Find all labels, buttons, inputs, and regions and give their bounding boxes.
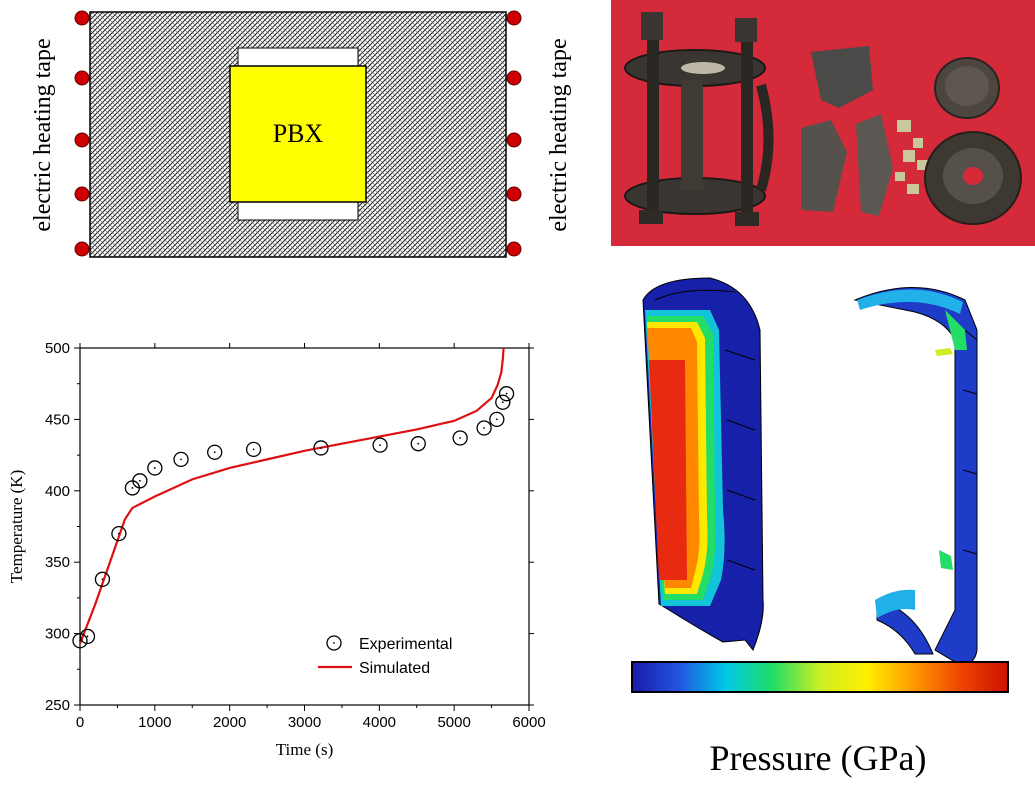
experimental-point-dot [379, 444, 381, 447]
experimental-point-dot [459, 437, 462, 439]
y-tick-label: 450 [45, 411, 70, 428]
experimental-point-dot [138, 479, 141, 482]
right-heating-label: electric heating tape [546, 38, 572, 231]
pbx-label: PBX [273, 119, 324, 148]
x-tick-label: 6000 [512, 714, 545, 731]
pbx-debris [895, 120, 928, 194]
experimental-point-dot [79, 639, 81, 642]
pressure-simulation: Pressure (GPa) [631, 277, 1009, 778]
experimental-point [72, 633, 88, 649]
heating-dot [74, 241, 90, 257]
x-tick-label: 3000 [288, 714, 321, 731]
experimental-point-dot [101, 578, 104, 581]
x-tick-label: 5000 [437, 714, 470, 731]
experimental-point [410, 436, 426, 452]
fragment [801, 120, 847, 212]
simulated-line [78, 347, 505, 644]
legend-marker-experimental [326, 635, 342, 651]
experimental-point-dot [483, 427, 485, 429]
experimental-point-dot [505, 392, 508, 395]
experimental-point-dot [118, 532, 120, 535]
experimental-point [79, 628, 96, 645]
legend-marker-dot [333, 642, 335, 644]
experimental-point [313, 440, 329, 456]
experimental-point-dot [213, 451, 216, 454]
experimental-point [132, 473, 148, 489]
experimental-point-dot [495, 418, 498, 421]
experimental-point-dot [320, 447, 322, 449]
experimental-point [495, 394, 511, 410]
plot-frame [79, 347, 530, 706]
experimental-point-dot [131, 487, 134, 489]
experimental-point-dot [501, 401, 504, 404]
experimental-point [207, 444, 223, 460]
sim-right-shell [853, 287, 978, 666]
heating-dot [74, 10, 90, 26]
temperature-chart: 0 1000 2000 3000 4000 5000 6000 250 300 350 400 450… [7, 340, 546, 759]
experimental-point [147, 460, 163, 476]
heating-dot [506, 186, 522, 202]
heating-dots-right [506, 10, 522, 257]
heating-schematic: electric heating tape electric heating t… [30, 10, 572, 258]
colorbar-label: Pressure (GPa) [710, 738, 927, 778]
experimental-point-dot [86, 635, 89, 638]
x-axis-label: Time (s) [276, 740, 333, 759]
y-tick-label: 350 [45, 554, 70, 571]
bolt-assembly [624, 12, 774, 226]
y-axis-label: Temperature (K) [7, 470, 26, 584]
pbx-top-cap [237, 47, 359, 69]
experimental-point [489, 411, 505, 428]
y-tick-label: 500 [45, 340, 70, 357]
experimental-point [476, 420, 492, 436]
fragment [856, 114, 893, 216]
experimental-point-dot [252, 448, 255, 451]
experimental-point-dot [153, 467, 156, 469]
experimental-point-dot [417, 442, 420, 445]
x-tick-label: 4000 [363, 714, 396, 731]
experimental-point [245, 441, 262, 458]
heating-dots-left [74, 10, 90, 257]
pbx-bottom-cap [237, 199, 359, 221]
heating-dot [74, 186, 90, 202]
pressure-colorbar [631, 661, 1009, 693]
experimental-point [372, 437, 388, 453]
heating-dot [506, 70, 522, 86]
legend-label-simulated: Simulated [359, 660, 430, 677]
sim-left-body [642, 277, 764, 651]
experimental-point [173, 451, 189, 468]
experimental-point-dot [180, 458, 182, 461]
x-tick-label: 0 [76, 714, 84, 731]
fragment [811, 46, 873, 108]
heating-dot [506, 10, 522, 26]
experimental-point [94, 571, 111, 587]
heating-dot [74, 70, 90, 86]
fragments-photo [611, 0, 1035, 246]
experimental-point [111, 525, 127, 542]
pbx-charge [229, 65, 367, 203]
x-tick-label: 1000 [138, 714, 171, 731]
heating-dot [506, 132, 522, 148]
y-tick-label: 300 [45, 626, 70, 643]
legend-label-experimental: Experimental [359, 636, 452, 653]
left-heating-label: electric heating tape [30, 38, 56, 231]
experimental-point [498, 386, 515, 402]
heating-dot [506, 241, 522, 257]
x-tick-label: 2000 [213, 714, 246, 731]
y-tick-label: 250 [45, 697, 70, 714]
experimental-point [452, 430, 468, 446]
heating-dot [74, 132, 90, 148]
y-tick-label: 400 [45, 483, 70, 500]
